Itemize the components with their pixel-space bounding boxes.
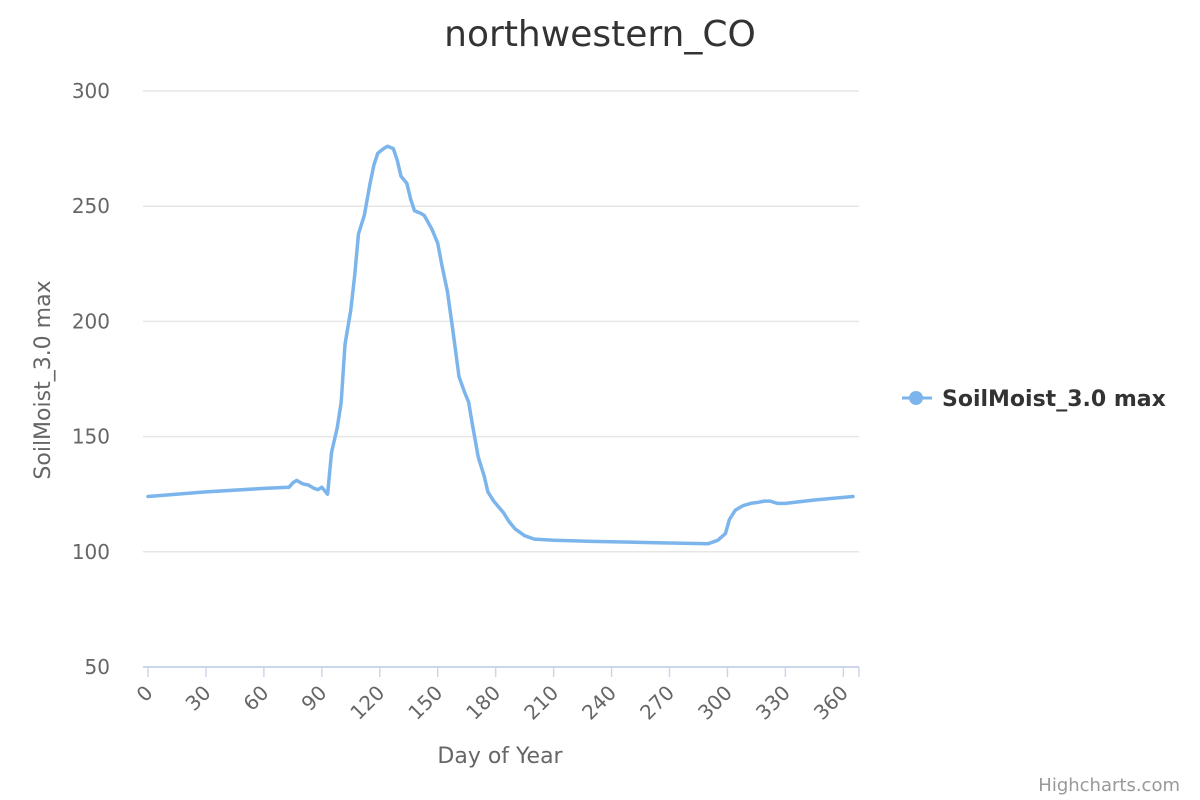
x-tick-label: 330 bbox=[751, 681, 795, 725]
x-tick-label: 0 bbox=[132, 681, 158, 707]
x-tick-label: 180 bbox=[461, 681, 505, 725]
tick-labels: 50 100 150 200 250 300 0 30 60 90 120 150 180 210 240 2… bbox=[72, 79, 853, 725]
x-tick-label: 210 bbox=[519, 681, 563, 725]
x-tick-label: 60 bbox=[238, 681, 273, 716]
x-tick-label: 150 bbox=[403, 681, 447, 725]
series-area bbox=[146, 144, 855, 546]
grid-lines bbox=[143, 90, 859, 553]
y-axis-title: SoilMoist_3.0 max bbox=[31, 280, 56, 479]
x-axis-title: Day of Year bbox=[437, 744, 563, 769]
x-tick-label: 30 bbox=[181, 681, 216, 716]
y-tick-label: 100 bbox=[72, 540, 110, 564]
y-tick-label: 200 bbox=[72, 309, 110, 333]
x-tick-label: 360 bbox=[809, 681, 853, 725]
x-tick-label: 270 bbox=[635, 681, 679, 725]
x-tick-label: 90 bbox=[296, 681, 331, 716]
y-tick-label: 300 bbox=[72, 79, 110, 103]
legend[interactable]: SoilMoist_3.0 max bbox=[902, 387, 1166, 412]
x-tick-label: 240 bbox=[577, 681, 621, 725]
credits-link[interactable]: Highcharts.com bbox=[1038, 775, 1180, 796]
legend-series-marker bbox=[909, 391, 923, 405]
y-tick-label: 50 bbox=[85, 655, 110, 679]
axes bbox=[143, 666, 860, 677]
x-tick-label: 300 bbox=[693, 681, 737, 725]
y-tick-label: 150 bbox=[72, 425, 110, 449]
series-line bbox=[146, 144, 855, 546]
x-tick-label: 120 bbox=[345, 681, 389, 725]
y-tick-label: 250 bbox=[72, 194, 110, 218]
chart-title: northwestern_CO bbox=[444, 14, 756, 55]
legend-series-label[interactable]: SoilMoist_3.0 max bbox=[942, 387, 1166, 412]
